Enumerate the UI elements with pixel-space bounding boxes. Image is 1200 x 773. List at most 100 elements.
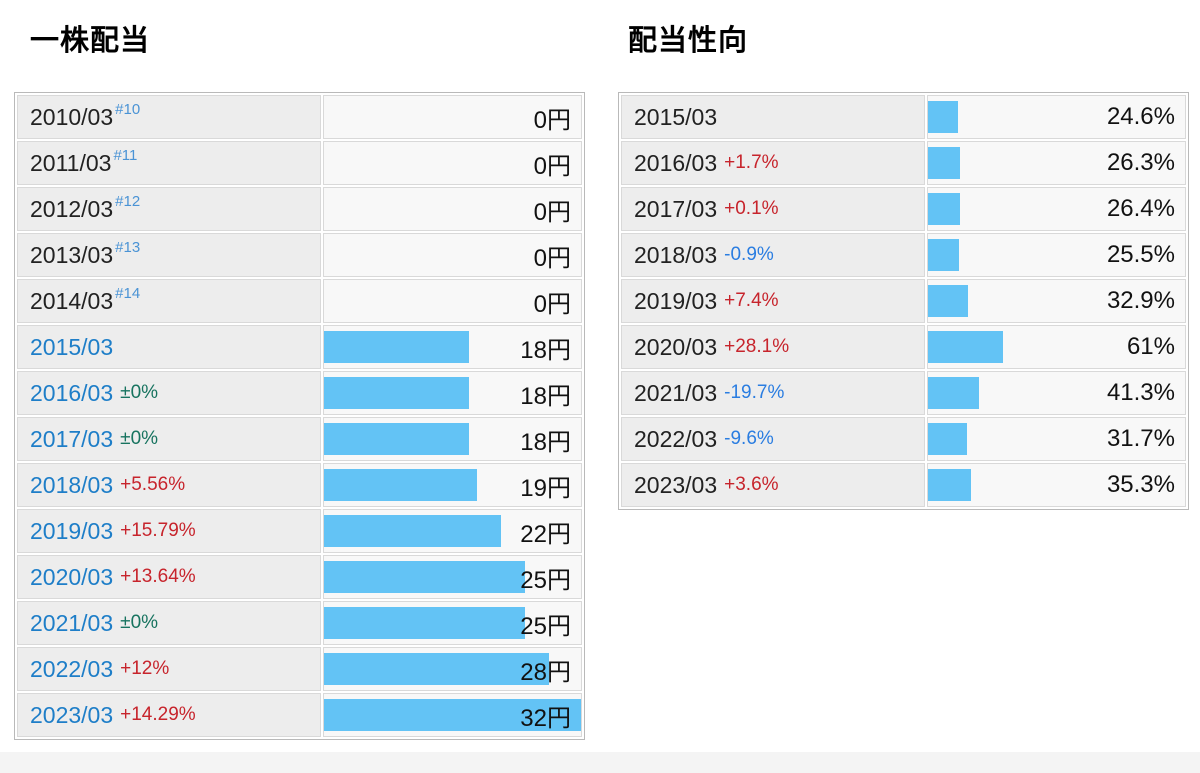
year-cell: 2019/03 +15.79%	[17, 509, 321, 553]
year-label: 2022/03	[634, 425, 718, 452]
footnote-link[interactable]: #13	[115, 238, 141, 256]
dividend-per-share-table: 2010/03 #10 0円 2011/03 #11 0円 2012/03 #12 0円 2013…	[14, 92, 585, 740]
value-label: 18円	[520, 428, 571, 456]
value-bar	[928, 147, 961, 179]
table-row: 2017/03 +0.1% 26.4%	[621, 187, 1186, 231]
value-label: 26.4%	[1106, 195, 1175, 222]
table-row: 2021/03 -19.7% 41.3%	[621, 371, 1186, 415]
value-label: 24.6%	[1106, 103, 1175, 130]
year-cell: 2011/03 #11	[17, 141, 321, 185]
value-cell: 32.9%	[927, 279, 1186, 323]
footnote-link[interactable]: #11	[113, 146, 138, 164]
value-cell: 0円	[323, 279, 582, 323]
footnote-link[interactable]: #10	[115, 100, 141, 118]
year-link[interactable]: 2023/03	[30, 701, 114, 728]
change-badge: +1.7%	[724, 152, 779, 173]
value-cell: 25円	[323, 555, 582, 599]
year-label: 2011/03	[30, 149, 112, 176]
table-row: 2020/03 +13.64% 25円	[17, 555, 582, 599]
change-badge: +5.56%	[120, 474, 186, 495]
year-label: 2013/03	[30, 241, 114, 268]
value-cell: 31.7%	[927, 417, 1186, 461]
year-label: 2010/03	[30, 103, 114, 130]
value-cell: 24.6%	[927, 95, 1186, 139]
value-cell: 32円	[323, 693, 582, 737]
table-row: 2013/03 #13 0円	[17, 233, 582, 277]
year-cell: 2018/03 +5.56%	[17, 463, 321, 507]
value-label: 0円	[533, 290, 571, 318]
change-badge: +13.64%	[120, 566, 196, 587]
year-cell: 2020/03 +28.1%	[621, 325, 925, 369]
value-cell: 0円	[323, 141, 582, 185]
table-row: 2011/03 #11 0円	[17, 141, 582, 185]
year-link[interactable]: 2021/03	[30, 609, 114, 636]
table-row: 2010/03 #10 0円	[17, 95, 582, 139]
year-cell: 2023/03 +3.6%	[621, 463, 925, 507]
value-bar	[928, 469, 972, 501]
table-row: 2015/03 18円	[17, 325, 582, 369]
year-link[interactable]: 2022/03	[30, 655, 114, 682]
value-cell: 0円	[323, 95, 582, 139]
table-row: 2018/03 -0.9% 25.5%	[621, 233, 1186, 277]
year-link[interactable]: 2017/03	[30, 425, 114, 452]
year-link[interactable]: 2016/03	[30, 379, 114, 406]
year-cell: 2022/03 -9.6%	[621, 417, 925, 461]
year-cell: 2015/03	[17, 325, 321, 369]
footnote-link[interactable]: #12	[115, 192, 141, 210]
year-cell: 2014/03 #14	[17, 279, 321, 323]
change-badge: ±0%	[120, 428, 159, 449]
table-row: 2018/03 +5.56% 19円	[17, 463, 582, 507]
value-label: 25円	[520, 612, 571, 640]
value-bar	[928, 331, 1003, 363]
year-label: 2021/03	[634, 379, 718, 406]
value-bar	[324, 653, 549, 685]
table-row: 2022/03 -9.6% 31.7%	[621, 417, 1186, 461]
year-link[interactable]: 2018/03	[30, 471, 114, 498]
change-badge: +15.79%	[120, 520, 196, 541]
year-link[interactable]: 2015/03	[30, 333, 114, 360]
footnote-link[interactable]: #14	[115, 284, 141, 302]
value-cell: 25円	[323, 601, 582, 645]
value-label: 61%	[1126, 333, 1175, 360]
table-row: 2021/03 ±0% 25円	[17, 601, 582, 645]
value-bar	[324, 377, 469, 409]
value-label: 41.3%	[1106, 379, 1175, 406]
value-label: 18円	[520, 336, 571, 364]
year-label: 2019/03	[634, 287, 718, 314]
year-cell: 2023/03 +14.29%	[17, 693, 321, 737]
table-row: 2023/03 +14.29% 32円	[17, 693, 582, 737]
change-badge: ±0%	[120, 612, 159, 633]
value-label: 25.5%	[1106, 241, 1175, 268]
table-row: 2016/03 +1.7% 26.3%	[621, 141, 1186, 185]
value-bar	[928, 285, 969, 317]
year-cell: 2021/03 -19.7%	[621, 371, 925, 415]
value-cell: 18円	[323, 325, 582, 369]
value-bar	[324, 607, 525, 639]
change-badge: -19.7%	[724, 382, 785, 403]
table-row: 2022/03 +12% 28円	[17, 647, 582, 691]
value-bar	[928, 239, 960, 271]
value-label: 28円	[520, 658, 571, 686]
value-label: 26.3%	[1106, 149, 1175, 176]
change-badge: +3.6%	[724, 474, 779, 495]
value-bar	[324, 331, 469, 363]
value-cell: 0円	[323, 233, 582, 277]
value-bar	[324, 469, 477, 501]
content-panel: 一株配当 配当性向 2010/03 #10 0円 2011/03 #11 0円 2012/0…	[0, 0, 1200, 752]
table-row: 2016/03 ±0% 18円	[17, 371, 582, 415]
change-badge: -0.9%	[724, 244, 774, 265]
value-label: 0円	[533, 106, 571, 134]
value-cell: 18円	[323, 417, 582, 461]
table-row: 2015/03 24.6%	[621, 95, 1186, 139]
table-row: 2023/03 +3.6% 35.3%	[621, 463, 1186, 507]
year-label: 2018/03	[634, 241, 718, 268]
year-label: 2014/03	[30, 287, 114, 314]
year-link[interactable]: 2020/03	[30, 563, 114, 590]
payout-ratio-table: 2015/03 24.6% 2016/03 +1.7% 26.3% 2017/03 +0.1…	[618, 92, 1189, 510]
year-label: 2020/03	[634, 333, 718, 360]
year-cell: 2022/03 +12%	[17, 647, 321, 691]
value-bar	[324, 515, 501, 547]
value-cell: 26.4%	[927, 187, 1186, 231]
year-cell: 2017/03 +0.1%	[621, 187, 925, 231]
year-link[interactable]: 2019/03	[30, 517, 114, 544]
